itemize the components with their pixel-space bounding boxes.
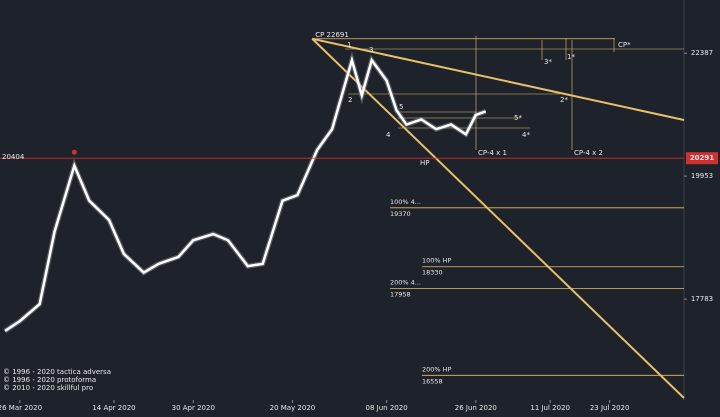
cp-label: CP 22691	[315, 31, 349, 39]
footer-text: © 2010 - 2020 skillful pro	[3, 384, 93, 392]
level-name: 100% HP	[422, 257, 452, 265]
wave-label: 1	[347, 41, 351, 49]
target-label: 1*	[567, 53, 575, 61]
high-marker	[71, 149, 77, 155]
level-value: 16558	[422, 377, 443, 385]
target-label: 3*	[544, 58, 552, 66]
footer-text: © 1996 - 2020 tactica adversa	[3, 368, 111, 376]
wave-label: 3	[369, 46, 373, 54]
last-price-label: 20291	[690, 154, 714, 162]
target-label: CP*	[618, 41, 631, 49]
x-tick-label: 23 Jul 2020	[590, 404, 630, 412]
x-tick-label: 20 May 2020	[270, 404, 316, 412]
x-tick-label: 26 Mar 2020	[0, 404, 42, 412]
level-name: 200% HP	[422, 365, 452, 373]
trend-line	[312, 37, 685, 121]
level-value: 19370	[390, 210, 411, 218]
target-label: 4*	[522, 131, 530, 139]
target-label: CP-4 x 2	[574, 149, 603, 157]
footer-text: © 1996 - 2020 protoforma	[3, 376, 96, 384]
high-label: 20404	[2, 153, 25, 161]
target-label: HP	[420, 159, 430, 167]
level-value: 17958	[390, 291, 411, 299]
level-name: 200% 4...	[390, 279, 421, 287]
x-tick-label: 30 Apr 2020	[172, 404, 215, 412]
y-tick-label: 22387	[691, 49, 713, 57]
target-label: CP-4 x 1	[478, 149, 507, 157]
price-line	[4, 55, 487, 333]
wave-label: 2	[348, 96, 352, 104]
x-tick-label: 26 Jun 2020	[455, 404, 497, 412]
wave-label: 4	[386, 131, 391, 139]
x-tick-label: 14 Apr 2020	[92, 404, 135, 412]
level-name: 100% 4...	[390, 198, 421, 206]
trend-line	[311, 38, 685, 399]
last-price-box	[686, 152, 718, 165]
y-tick-label: 19953	[691, 172, 713, 180]
x-tick-label: 11 Jul 2020	[530, 404, 570, 412]
wave-label: 5	[399, 103, 403, 111]
level-value: 18330	[422, 269, 443, 277]
target-label: 2*	[560, 96, 568, 104]
y-tick-label: 17783	[691, 295, 713, 303]
target-label: 5*	[514, 114, 522, 122]
x-tick-label: 08 Jun 2020	[366, 404, 408, 412]
